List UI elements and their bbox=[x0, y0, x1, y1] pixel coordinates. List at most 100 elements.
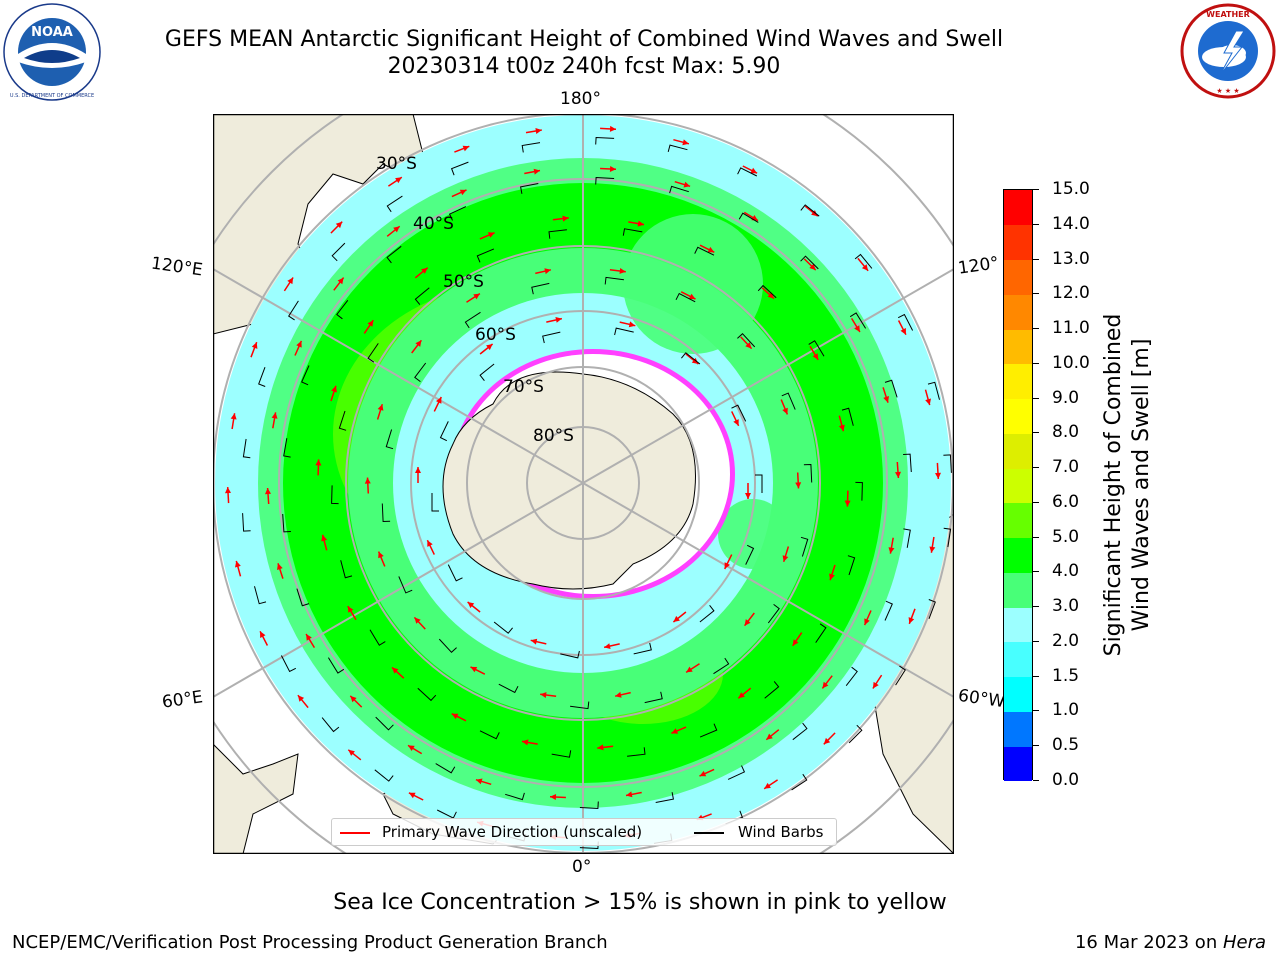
wind-barb bbox=[604, 276, 624, 285]
wave-arrow-head bbox=[225, 487, 231, 494]
wave-arrow-head bbox=[838, 424, 845, 432]
colorbar-segment bbox=[1004, 537, 1032, 573]
wind-barb bbox=[757, 284, 777, 299]
wind-barb bbox=[903, 453, 912, 473]
wind-barb bbox=[280, 655, 297, 673]
wave-arrow-head bbox=[533, 168, 540, 175]
colorbar-segment bbox=[1004, 572, 1032, 608]
lat-label-80s: 80°S bbox=[533, 426, 574, 446]
wave-arrow-head bbox=[686, 666, 693, 673]
colorbar-tick-mark bbox=[1033, 432, 1039, 434]
wave-arrow-head bbox=[451, 713, 459, 720]
colorbar-tick-label: 11.0 bbox=[1052, 318, 1090, 339]
colorbar-tick-label: 0.0 bbox=[1052, 770, 1080, 790]
wind-barb bbox=[531, 282, 550, 295]
wind-barb bbox=[464, 311, 481, 329]
wind-barb bbox=[282, 513, 291, 533]
wave-arrow-head bbox=[637, 220, 644, 227]
credit-line: NCEP/EMC/Verification Post Processing Pr… bbox=[12, 932, 608, 953]
wind-barb bbox=[283, 438, 291, 458]
colorbar-tick-mark bbox=[1033, 606, 1039, 608]
wind-barb bbox=[738, 212, 759, 223]
wind-barb bbox=[476, 248, 495, 263]
wind-barb bbox=[479, 363, 495, 382]
wind-barb bbox=[903, 528, 911, 548]
wave-arrow-head bbox=[475, 778, 483, 785]
colorbar-segment bbox=[1004, 224, 1032, 260]
wave-arrow-head bbox=[900, 328, 906, 335]
wind-barb bbox=[745, 544, 755, 565]
svg-text:★ ★ ★: ★ ★ ★ bbox=[1216, 87, 1239, 95]
sea-ice-note: Sea Ice Concentration > 15% is shown in … bbox=[333, 890, 947, 915]
wave-arrow-head bbox=[562, 215, 569, 222]
svg-text:U.S. DEPARTMENT OF COMMERCE: U.S. DEPARTMENT OF COMMERCE bbox=[10, 93, 94, 99]
wave-arrow-head bbox=[854, 325, 860, 332]
wind-barb bbox=[414, 362, 427, 383]
colorbar-tick-label: 3.0 bbox=[1052, 596, 1080, 617]
wave-arrow-head bbox=[235, 560, 241, 568]
colorbar-tick-mark bbox=[1033, 675, 1039, 677]
wave-arrow-head bbox=[671, 728, 679, 734]
wave-arrow-head bbox=[888, 547, 895, 554]
colorbar-segment bbox=[1004, 329, 1032, 365]
wave-arrow-head bbox=[436, 397, 442, 404]
colorbar-segment bbox=[1004, 711, 1032, 747]
wind-barb bbox=[781, 392, 796, 410]
wind-barb bbox=[374, 769, 394, 782]
wind-barb bbox=[579, 801, 599, 810]
wave-arrow-head bbox=[750, 167, 758, 174]
wave-arrow-head bbox=[486, 344, 493, 351]
wave-arrow-head bbox=[792, 639, 799, 646]
wind-barb bbox=[800, 536, 809, 557]
svg-text:NOAA: NOAA bbox=[31, 25, 73, 40]
colorbar-tick-label: 13.0 bbox=[1052, 248, 1090, 269]
wind-barb bbox=[331, 242, 346, 262]
wind-barb bbox=[439, 421, 449, 442]
lat-label-30s: 30°S bbox=[376, 154, 417, 174]
wave-arrow-head bbox=[487, 232, 495, 238]
land-africa bbox=[213, 743, 299, 854]
wind-barb bbox=[560, 650, 580, 659]
wave-arrow-head bbox=[315, 459, 322, 466]
wind-barb bbox=[792, 722, 808, 741]
wind-barb bbox=[438, 638, 457, 654]
wind-barb bbox=[369, 629, 386, 646]
wave-arrow-head bbox=[597, 744, 604, 751]
wave-arrow-head bbox=[609, 125, 616, 132]
wave-arrow-head bbox=[733, 419, 739, 426]
wind-barb bbox=[493, 621, 513, 634]
colorbar-tick-mark bbox=[1033, 745, 1039, 747]
wave-arrow-head bbox=[470, 666, 478, 673]
wind-barb bbox=[731, 404, 747, 422]
lat-label-70s: 70°S bbox=[503, 377, 544, 397]
nws-logo: WEATHER ★ ★ ★ bbox=[1180, 3, 1276, 99]
wind-barb bbox=[841, 407, 854, 426]
wind-barb bbox=[767, 603, 780, 624]
wave-arrow-head bbox=[421, 267, 428, 274]
wind-barb bbox=[498, 683, 519, 694]
wind-barb bbox=[694, 246, 715, 256]
wind-barb bbox=[849, 312, 867, 329]
wind-barb bbox=[331, 485, 339, 505]
wind-barb bbox=[327, 657, 345, 674]
colorbar-segment bbox=[1004, 259, 1032, 295]
wind-barb bbox=[669, 185, 689, 194]
wind-barb bbox=[242, 438, 251, 459]
colorbar-tick-label: 4.0 bbox=[1052, 561, 1080, 582]
wave-arrow-head bbox=[555, 317, 562, 323]
lon-label-60w: 60°W bbox=[956, 685, 1007, 713]
colorbar-segment bbox=[1004, 641, 1032, 678]
wave-arrow-head bbox=[883, 396, 889, 403]
wave-arrow-head bbox=[427, 540, 433, 547]
wave-arrow-head bbox=[306, 634, 312, 641]
wind-barb bbox=[928, 599, 936, 619]
wave-arrow-head bbox=[628, 321, 636, 328]
wind-barb bbox=[521, 142, 541, 153]
wind-barb bbox=[505, 792, 525, 801]
lon-label-0: 0° bbox=[572, 857, 592, 877]
legend-wave-label: Primary Wave Direction (unscaled) bbox=[382, 823, 643, 841]
wind-barb bbox=[655, 792, 674, 803]
wave-arrow-head bbox=[287, 277, 294, 285]
wave-arrow-head bbox=[265, 488, 271, 495]
wind-barb bbox=[681, 352, 701, 365]
